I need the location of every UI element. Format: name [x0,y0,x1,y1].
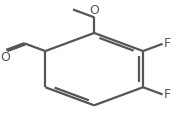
Text: O: O [0,51,10,64]
Text: O: O [89,4,99,17]
Text: F: F [164,88,171,101]
Text: F: F [164,37,171,50]
